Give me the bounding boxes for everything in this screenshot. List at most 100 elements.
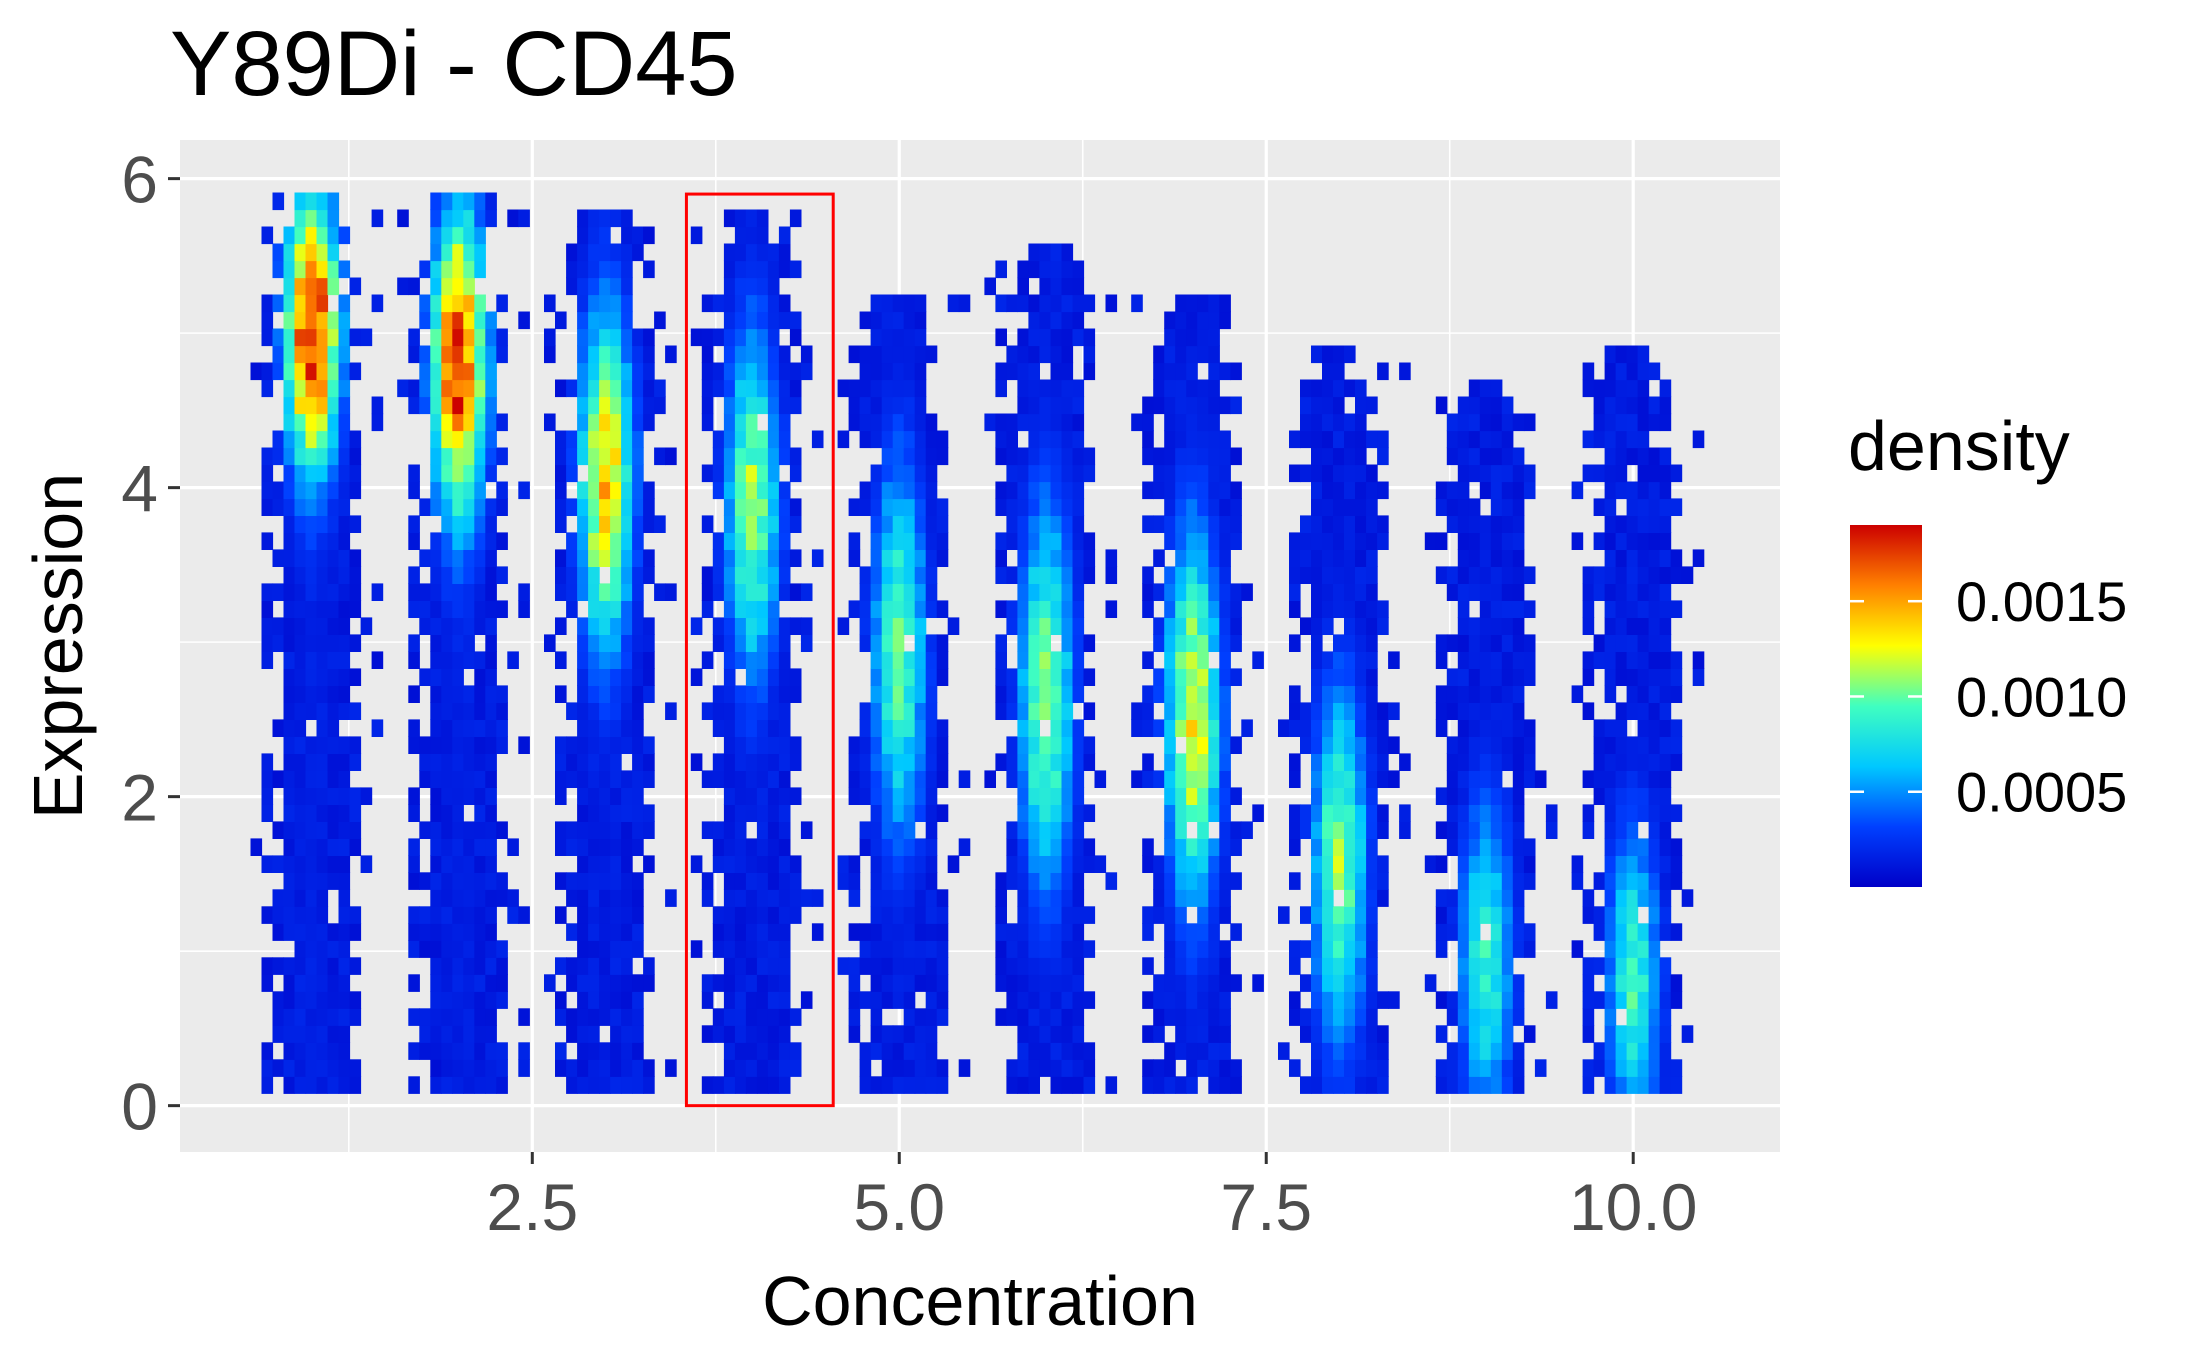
heat-cell (1446, 923, 1459, 941)
heat-cell (1017, 651, 1029, 669)
heat-cell (1593, 957, 1606, 975)
heat-cell (1006, 991, 1018, 1009)
heat-cell (925, 991, 938, 1009)
heat-cell (1175, 753, 1187, 771)
heat-cell (767, 1008, 780, 1026)
heat-cell (723, 1042, 736, 1060)
heat-cell (338, 328, 351, 347)
heat-cell (272, 906, 285, 924)
heat-cell (1083, 804, 1096, 822)
heat-cell (1582, 651, 1595, 669)
heat-cell (1457, 600, 1470, 618)
heat-cell (294, 583, 307, 601)
heat-cell (1072, 430, 1085, 449)
heat-cell (1523, 668, 1536, 686)
heat-cell (566, 1008, 578, 1026)
heat-cell (1626, 1042, 1639, 1060)
heat-cell (734, 277, 747, 296)
heat-cell (294, 549, 307, 567)
heat-cell (1604, 974, 1617, 992)
heat-cell (914, 600, 927, 618)
heat-cell (1230, 362, 1242, 381)
heat-cell (1164, 1042, 1176, 1060)
heat-cell (881, 379, 894, 398)
heat-cell (811, 430, 824, 449)
heat-cell (925, 634, 938, 652)
heat-cell (1490, 583, 1503, 601)
heat-cell (632, 804, 644, 822)
heat-cell (327, 362, 340, 381)
heat-cell (1039, 260, 1051, 279)
heat-cell (474, 668, 486, 686)
heat-cell (1164, 634, 1176, 652)
heat-cell (610, 940, 622, 958)
heat-cell (430, 906, 442, 924)
heat-cell (485, 753, 497, 771)
heat-cell (349, 362, 362, 381)
heat-cell (756, 770, 769, 788)
heat-cell (1322, 447, 1334, 466)
heat-cell (1197, 634, 1209, 652)
heat-cell (892, 396, 905, 415)
heat-cell (734, 311, 747, 330)
heat-cell (881, 549, 894, 567)
heat-cell (734, 957, 747, 975)
heat-cell (327, 396, 340, 415)
heat-cell (430, 855, 442, 873)
heat-cell (734, 294, 747, 313)
heat-cell (701, 889, 714, 907)
heat-cell (408, 651, 420, 669)
heat-cell (1175, 328, 1187, 347)
heat-cell (610, 838, 622, 856)
heat-cell (485, 464, 497, 483)
heat-cell (1322, 770, 1334, 788)
heat-cell (1175, 515, 1187, 533)
heat-cell (1479, 1042, 1492, 1060)
heat-cell (1072, 787, 1085, 805)
heat-cell (419, 940, 431, 958)
heat-cell (1637, 430, 1650, 449)
heat-cell (1083, 328, 1096, 347)
heat-cell (1446, 838, 1459, 856)
heat-cell (1344, 736, 1356, 754)
heat-cell (1322, 1059, 1334, 1077)
heat-cell (1175, 566, 1187, 584)
heat-cell (485, 311, 497, 330)
heat-cell (1006, 685, 1018, 703)
heat-cell (1615, 889, 1628, 907)
heat-cell (555, 1042, 567, 1060)
heat-cell (1446, 1042, 1459, 1060)
heat-cell (463, 889, 475, 907)
heat-cell (430, 1059, 442, 1077)
heat-cell (745, 294, 758, 313)
heat-cell (452, 600, 464, 618)
heat-cell (995, 923, 1007, 941)
heat-cell (848, 770, 861, 788)
heat-cell (892, 600, 905, 618)
heat-cell (734, 464, 747, 483)
highlight-box (684, 192, 835, 1108)
heat-cell (430, 702, 442, 720)
heat-cell (1006, 702, 1018, 720)
heat-cell (1028, 583, 1040, 601)
heat-cell (294, 1059, 307, 1077)
heat-cell (599, 770, 611, 788)
heat-cell (1490, 498, 1503, 516)
heat-cell (1637, 379, 1650, 398)
heat-cell (1072, 974, 1085, 992)
heat-cell (430, 566, 442, 584)
heat-cell (914, 1076, 927, 1094)
heat-cell (1344, 566, 1356, 584)
heat-cell (1072, 906, 1085, 924)
heat-cell (1311, 634, 1323, 652)
heat-cell (294, 736, 307, 754)
heat-cell (1670, 651, 1683, 669)
heat-cell (463, 311, 475, 330)
heat-cell (632, 923, 644, 941)
heat-cell (1604, 821, 1617, 839)
heat-cell (1355, 770, 1367, 788)
heat-cell (474, 379, 486, 398)
heat-cell (419, 617, 431, 635)
heat-cell (430, 1008, 442, 1026)
legend-tick-label: 0.0015 (1956, 570, 2127, 633)
